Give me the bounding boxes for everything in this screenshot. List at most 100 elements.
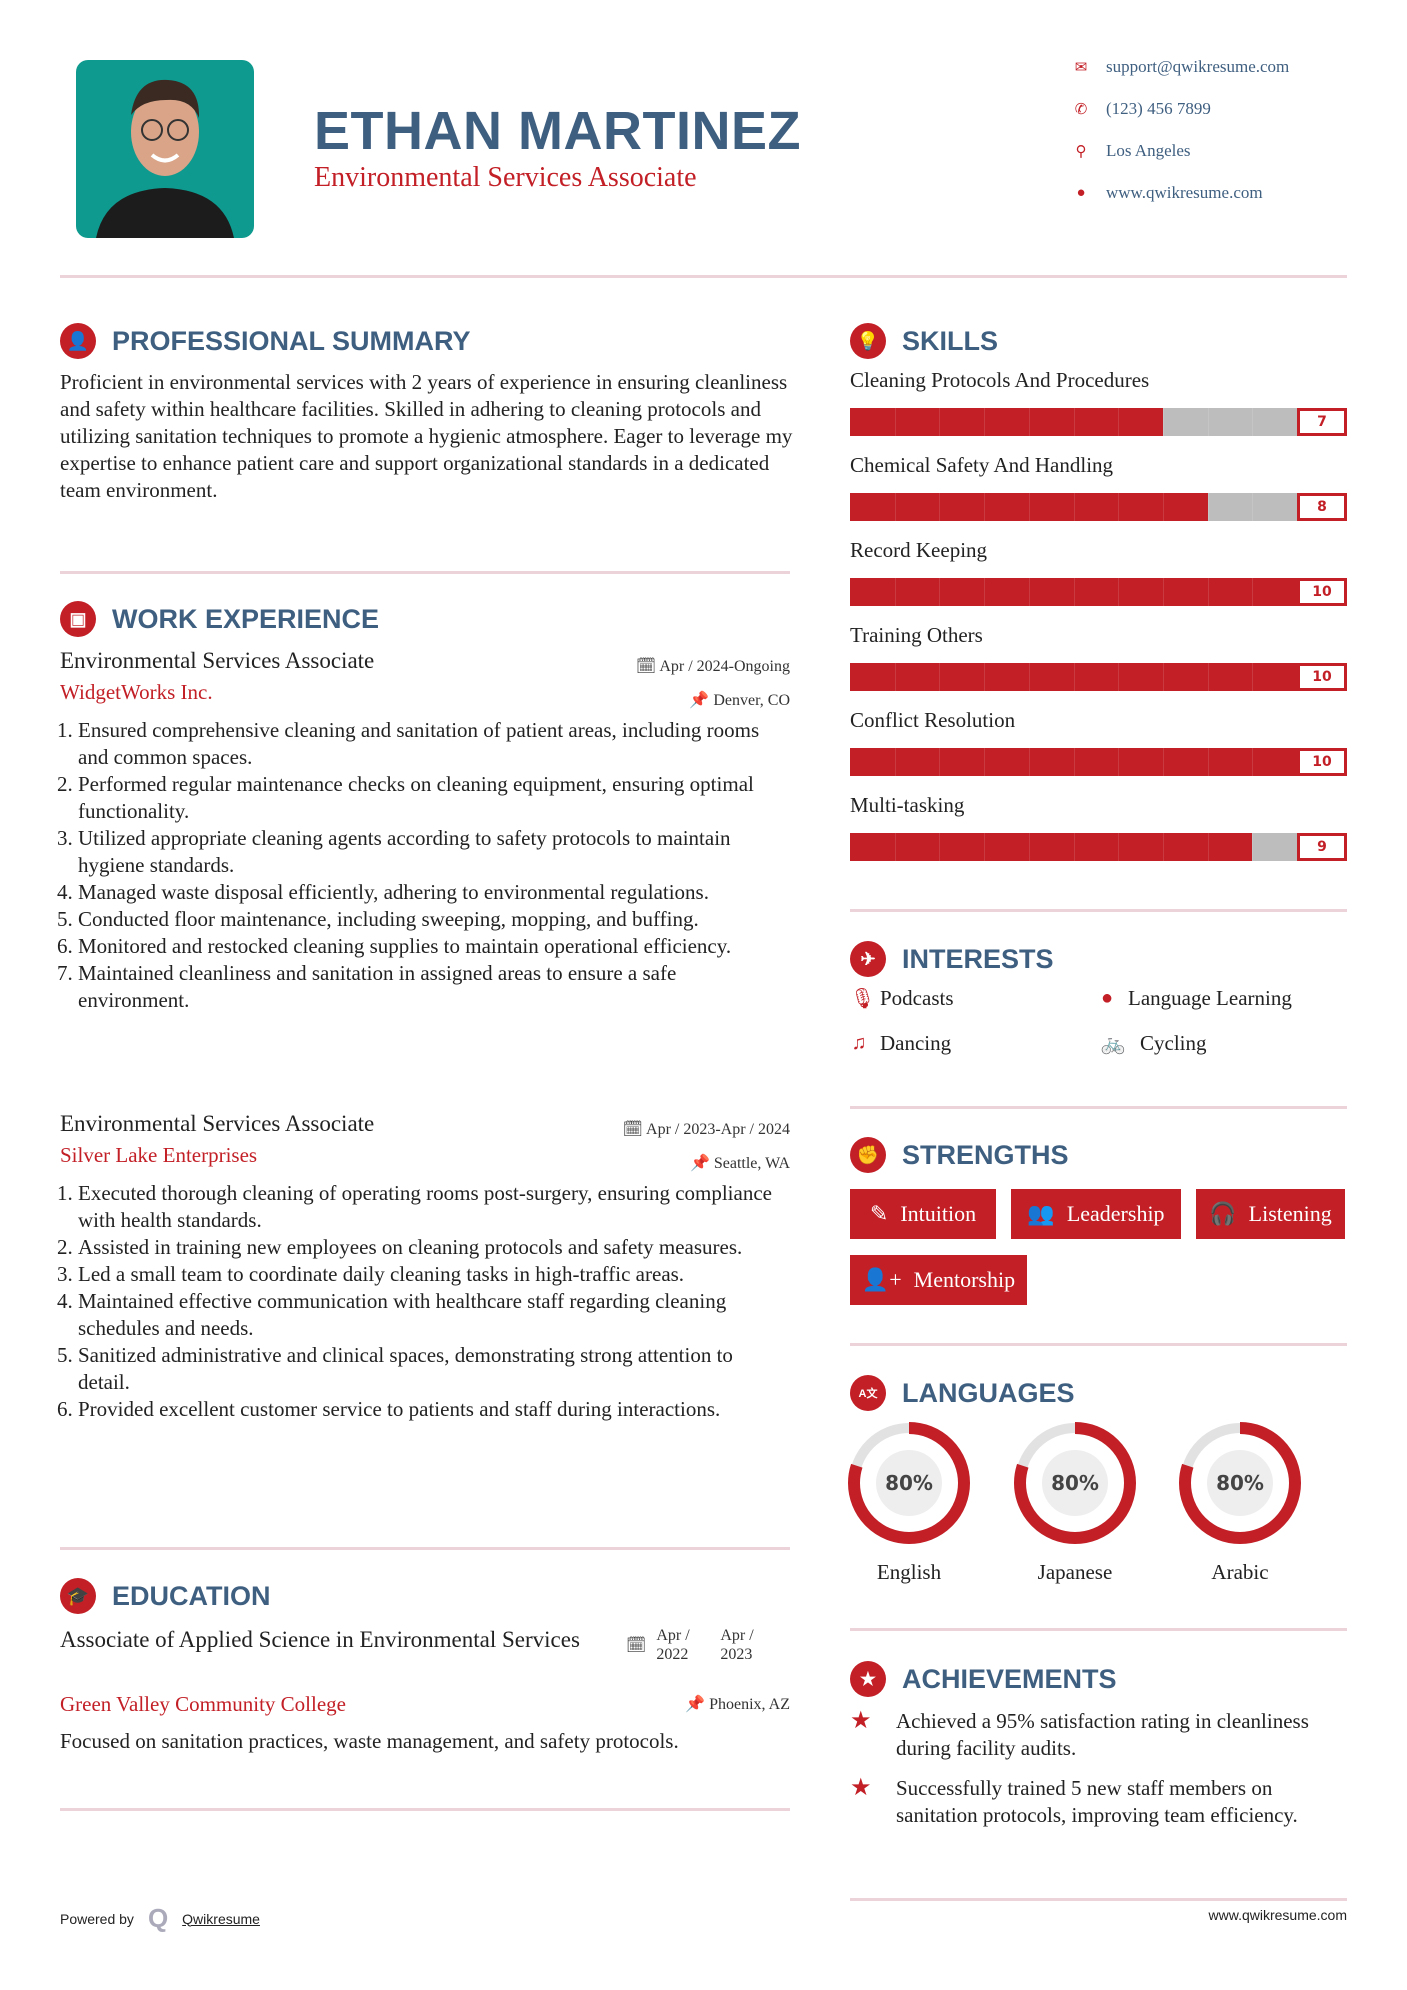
skill-bar-segment: [1207, 663, 1209, 691]
divider: [60, 571, 790, 574]
education-location: 📌 Phoenix, AZ: [685, 1696, 790, 1713]
profile-photo: [76, 60, 254, 238]
globe-icon: ●: [1076, 184, 1086, 201]
divider: [60, 1808, 790, 1811]
language-donut: 80%: [1014, 1422, 1136, 1544]
list-item: Monitored and restocked cleaning supplie…: [78, 933, 790, 960]
contact-website[interactable]: ● www.qwikresume.com: [1070, 183, 1262, 203]
footer-website[interactable]: www.qwikresume.com: [1208, 1907, 1347, 1923]
language-item: 80% Arabic: [1178, 1421, 1302, 1585]
skill-bar-segment: [1207, 578, 1209, 606]
skill-level: 8: [1297, 493, 1347, 521]
skill-bar-fill: [850, 663, 1297, 691]
list-item: Maintained cleanliness and sanitation in…: [78, 960, 790, 1014]
contact-phone[interactable]: ✆ (123) 456 7899: [1070, 99, 1211, 119]
skill-bar-segment: [984, 748, 986, 776]
skill-bar-segment: [984, 493, 986, 521]
skill-bar-segment: [1207, 748, 1209, 776]
list-item: Managed waste disposal efficiently, adhe…: [78, 879, 790, 906]
divider: [60, 1547, 790, 1550]
language-item: 80% Japanese: [1013, 1421, 1137, 1585]
job-title: Environmental Services Associate: [60, 648, 375, 673]
skill-level: 10: [1297, 748, 1347, 776]
skill-bar-segment: [894, 833, 896, 861]
music-icon: ♫: [851, 1032, 867, 1054]
skill-bar-segment: [984, 578, 986, 606]
interest-item: ● Language Learning: [1098, 986, 1292, 1011]
job-location: 📌 Seattle, WA: [689, 1155, 790, 1172]
donut-fill: [1179, 1422, 1301, 1544]
skill-bar-fill: [850, 748, 1297, 776]
envelope-icon: ✉: [1074, 59, 1088, 76]
language-name: Arabic: [1211, 1560, 1269, 1584]
skill-bar-segment: [939, 408, 941, 436]
achievements-heading: ★ ACHIEVEMENTS: [850, 1661, 1117, 1697]
skill-bar-segment: [1252, 493, 1254, 521]
job-title: Environmental Services Associate: [60, 1111, 375, 1136]
interest-item: ♫ Dancing: [851, 1031, 952, 1055]
list-item: Utilized appropriate cleaning agents acc…: [78, 825, 790, 879]
skill-name: Multi-tasking: [850, 793, 965, 817]
skill-bar-segment: [1028, 493, 1030, 521]
brand-link[interactable]: Qwikresume: [182, 1910, 260, 1927]
strength-tag: 👤+ Mentorship: [850, 1255, 1027, 1305]
skill-bar-fill: [850, 833, 1253, 861]
skill-bar-segment: [984, 408, 986, 436]
donut-fill: [1014, 1422, 1136, 1544]
list-item: Performed regular maintenance checks on …: [78, 771, 790, 825]
skill-bar-segment: [1028, 748, 1030, 776]
location-text: Los Angeles: [1106, 141, 1191, 160]
skill-bar-segment: [1252, 748, 1254, 776]
skill-bar-segment: [984, 833, 986, 861]
job-responsibilities: Executed thorough cleaning of operating …: [60, 1180, 790, 1423]
user-plus-icon: 👤+: [861, 1267, 902, 1292]
job-entry: Environmental Services Associate 🗓 Apr /…: [60, 1111, 790, 1423]
skill-bar-segment: [1252, 578, 1254, 606]
skill-bar-segment: [1252, 833, 1254, 861]
fist-icon: ✊: [850, 1137, 886, 1173]
degree: Associate of Applied Science in Environm…: [60, 1627, 580, 1652]
skill-bar-segment: [1118, 408, 1120, 436]
skill-bar-segment: [1118, 748, 1120, 776]
divider: [850, 909, 1347, 912]
skill-bar-segment: [894, 663, 896, 691]
education-heading: 🎓 EDUCATION: [60, 1578, 271, 1614]
skill-bar-segment: [1162, 663, 1164, 691]
contact-email[interactable]: ✉ support@qwikresume.com: [1070, 57, 1290, 77]
star-icon: ★: [850, 1775, 872, 1801]
skill-bar-segment: [1252, 408, 1254, 436]
job-responsibilities: Ensured comprehensive cleaning and sanit…: [60, 717, 790, 1014]
strength-tag: 🎧 Listening: [1196, 1189, 1345, 1239]
skill-bar-segment: [1073, 833, 1075, 861]
skill-name: Training Others: [850, 623, 983, 647]
language-donut: 80%: [1179, 1422, 1301, 1544]
skill-bar-segment: [1028, 578, 1030, 606]
divider: [850, 1628, 1347, 1631]
skill-bar: 10: [850, 578, 1347, 606]
qwikresume-logo-icon: Q: [147, 1903, 169, 1933]
language-item: 80% English: [847, 1421, 971, 1585]
divider: [850, 1106, 1347, 1109]
skill-bar-segment: [894, 748, 896, 776]
achievement-item: ★ Achieved a 95% satisfaction rating in c…: [850, 1708, 1309, 1760]
list-item: Provided excellent customer service to p…: [78, 1396, 790, 1423]
language-percent: 80%: [1051, 1471, 1099, 1495]
skill-bar-segment: [1118, 833, 1120, 861]
interests-heading: ✈ INTERESTS: [850, 941, 1054, 977]
magic-wand-icon: ✎: [869, 1201, 889, 1226]
bicycle-icon: 🚲: [1100, 1033, 1126, 1055]
skill-bar-segment: [1207, 833, 1209, 861]
skill-bar: 10: [850, 748, 1347, 776]
paper-plane-icon: ✈: [850, 941, 886, 977]
skill-bar-segment: [939, 663, 941, 691]
education-description: Focused on sanitation practices, waste m…: [60, 1729, 679, 1753]
job-company: WidgetWorks Inc.: [60, 680, 213, 704]
skill-bar-fill: [850, 408, 1163, 436]
skill-bar-segment: [1162, 493, 1164, 521]
divider: [850, 1898, 1347, 1901]
skill-bar-segment: [1028, 408, 1030, 436]
translate-icon: A文: [850, 1375, 886, 1411]
contact-location: ⚲ Los Angeles: [1070, 141, 1191, 161]
job-company: Silver Lake Enterprises: [60, 1143, 258, 1167]
skill-bar-segment: [939, 578, 941, 606]
